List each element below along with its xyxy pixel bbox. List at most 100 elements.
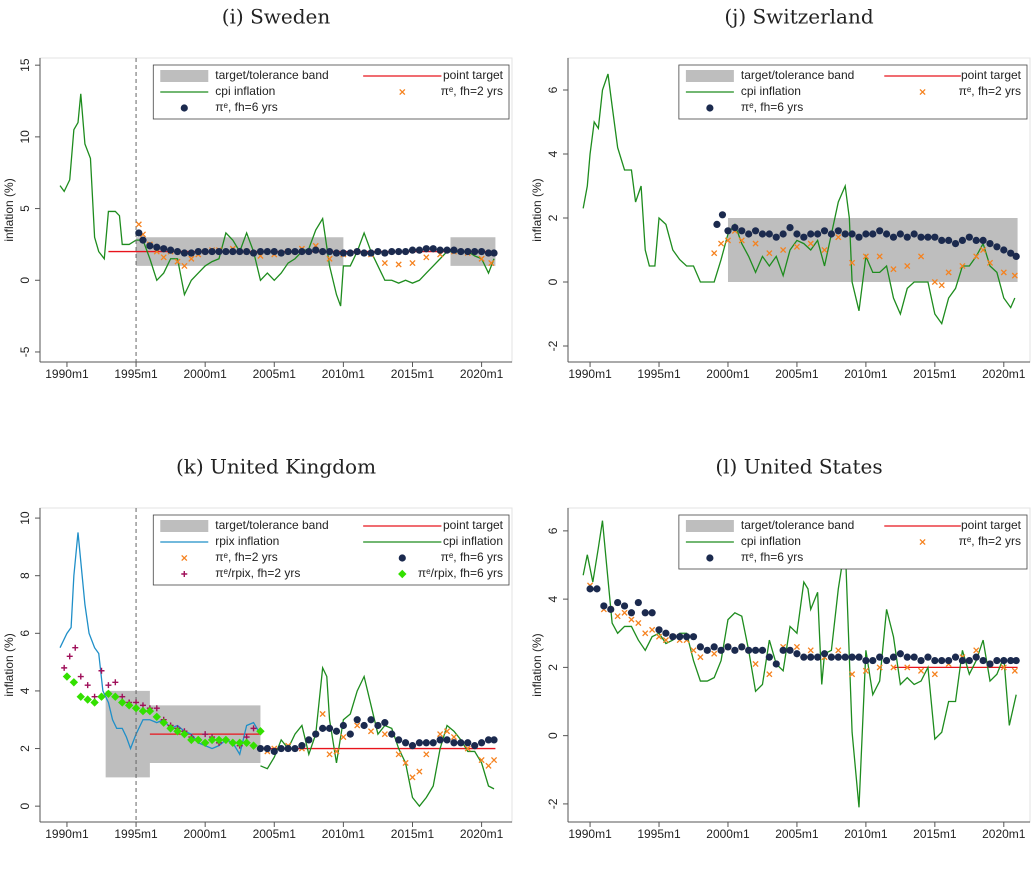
data-point [903,653,911,661]
data-point [340,733,347,741]
legend-label: πᵉ, fh=2 yrs [959,534,1021,548]
data-point [325,724,334,732]
data-point [662,629,670,637]
data-point [367,728,375,735]
data-point [772,233,780,241]
data-point [332,727,341,735]
x-tick-label: 1990m1 [568,827,612,841]
data-point [614,598,622,607]
data-point [360,721,368,730]
data-point [635,619,642,627]
series-line [59,532,262,757]
data-point [131,704,141,713]
data-point [793,230,801,238]
data-point [786,224,794,232]
panel-title: (j) Switzerland [724,5,874,29]
data-point [478,757,485,764]
data-point [367,716,375,724]
y-tick-label: 6 [18,630,32,637]
y-tick-label: 6 [546,86,560,93]
plot-area [59,58,498,362]
data-point [779,646,787,654]
data-point [490,249,498,257]
data-point [188,255,195,262]
data-point [752,240,759,247]
data-point [319,710,326,718]
data-point [443,736,451,744]
data-point [890,266,897,273]
data-point [319,247,327,256]
data-point [835,234,842,241]
legend-label: cpi inflation [443,534,503,548]
data-point [381,731,388,738]
data-point [814,230,822,238]
data-point [959,262,966,270]
data-point [354,722,361,729]
data-point [305,247,313,256]
data-point [381,259,388,267]
y-tick-label: 8 [18,572,32,579]
x-tick-label: 2020m1 [982,827,1026,841]
data-point [477,247,486,256]
data-point [395,736,403,744]
data-point [979,236,987,244]
legend-label: πᵉ/rpix, fh=6 yrs [418,566,503,580]
data-point [655,633,663,640]
data-point [904,664,911,671]
x-tick-label: 1990m1 [45,367,89,381]
data-point [429,245,437,253]
legend-swatch [919,538,926,546]
data-point [346,730,354,738]
data-point [312,730,320,738]
legend-label: target/tolerance band [741,68,854,82]
data-point [139,236,147,244]
data-point [766,671,773,678]
data-point [437,731,444,738]
data-point [291,744,299,753]
data-point [986,660,994,668]
data-point [848,653,856,661]
data-point [800,233,808,241]
data-point [485,762,492,769]
data-point [408,246,417,254]
legend-swatch [685,70,734,82]
x-tick-label: 1990m1 [45,827,89,841]
x-tick-label: 1990m1 [568,367,612,381]
panel-title: (k) United Kingdom [176,455,376,479]
data-point [627,609,636,617]
data-point [66,653,73,660]
data-point [187,735,196,745]
x-tick-label: 2015m1 [913,367,957,381]
data-point [621,609,628,616]
data-point [758,230,767,238]
data-point [105,682,112,689]
legend-swatch [399,88,406,96]
x-tick-label: 2020m1 [460,367,504,381]
plot-area [582,520,1020,808]
data-point [793,643,800,650]
y-tick-label: 10 [18,511,32,525]
data-point [395,261,402,268]
data-point [187,249,195,257]
data-point [339,249,347,257]
data-point [160,245,168,253]
data-point [820,227,829,235]
data-point [84,682,91,689]
data-point [146,242,154,250]
data-point [697,654,704,661]
data-point [917,667,925,674]
data-point [862,656,870,665]
y-tick-label: 4 [546,150,560,157]
data-point [464,247,472,256]
x-tick-label: 2000m1 [706,827,750,841]
plot-area [59,508,498,822]
data-point [214,735,224,745]
data-point [780,246,787,254]
data-point [277,744,285,753]
x-tick-label: 2010m1 [844,367,888,381]
data-point [270,747,278,756]
legend-label: cpi inflation [215,84,275,98]
y-tick-label: 0 [18,802,32,809]
data-point [98,667,105,674]
